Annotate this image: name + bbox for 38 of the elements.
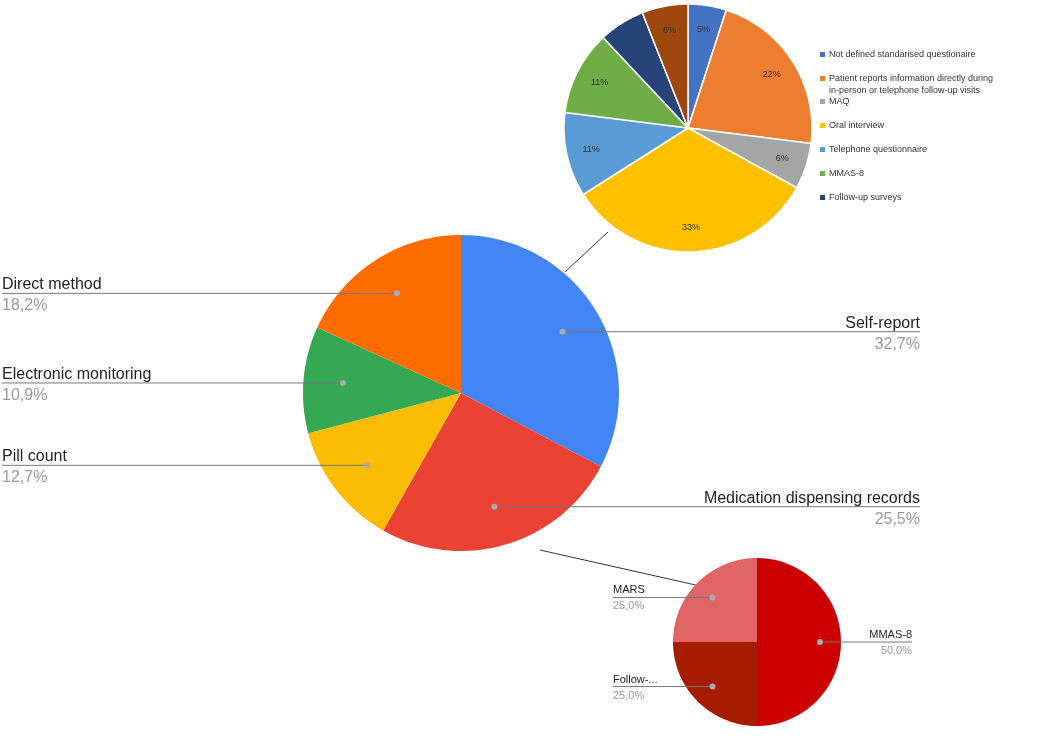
data-label: 25,0% [613, 599, 645, 612]
data-label: 5% [697, 24, 711, 35]
data-label: 11% [590, 77, 609, 88]
data-label: 6% [662, 24, 676, 35]
data-label: 50,0% [880, 644, 913, 656]
legend-label: Follow-up surveys [829, 192, 903, 202]
data-label: 11% [582, 144, 600, 155]
slice-label: Follow-... [613, 672, 658, 685]
legend-label: Telephone questionnaire [829, 144, 928, 154]
pie-slice [308, 393, 461, 531]
pie-slice [673, 558, 757, 642]
pie-slice [303, 327, 461, 434]
pie-slice [317, 235, 461, 393]
data-label: 32,7% [874, 334, 920, 352]
slice-label: MARS [613, 583, 645, 596]
data-label: 10,9% [2, 385, 48, 403]
slice-label: Direct method [2, 275, 102, 293]
pie-slice [383, 393, 601, 551]
data-label: 12,7% [2, 468, 48, 486]
pie-slice [673, 642, 757, 726]
legend-label: MAQ [829, 96, 850, 106]
pie-slice [461, 235, 619, 467]
slice-label: Pill count [2, 447, 68, 465]
data-label: 25,5% [874, 509, 920, 527]
data-label: 33% [682, 221, 701, 232]
pie-slice [757, 558, 841, 726]
slice-label: Self-report [845, 313, 921, 331]
legend-label: Patient reports information directly during in-person or telephone follow-up visits [829, 73, 994, 95]
slice-label: Medication dispensing records [703, 488, 920, 506]
slice-label: MMAS-8 [869, 628, 912, 640]
data-label: 25,0% [613, 688, 645, 701]
data-label: 22% [762, 69, 781, 80]
data-label: 6% [775, 153, 789, 164]
legend-label: MMAS-8 [829, 168, 865, 178]
slice-label: Electronic monitoring [2, 364, 152, 382]
data-label: 18,2% [2, 296, 48, 314]
legend-label: Not defined standarised questionaire [829, 49, 976, 59]
legend-label: Oral interview [829, 120, 885, 130]
